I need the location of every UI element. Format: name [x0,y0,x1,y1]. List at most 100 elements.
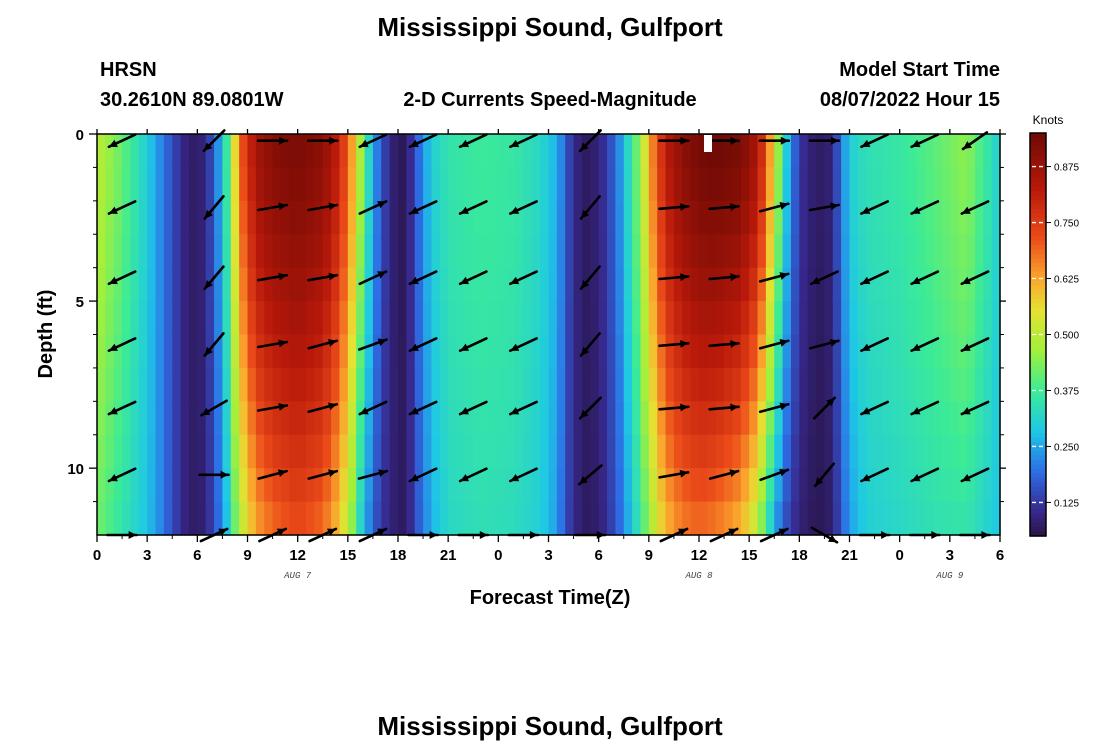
colorbar-cell [1030,164,1046,170]
current-arrow [408,400,438,416]
heatmap-cell [439,468,449,503]
heatmap-cell [924,401,934,436]
heatmap-cell [322,267,332,302]
current-arrow [708,340,740,348]
heatmap-cell [188,301,198,336]
heatmap-cell [699,167,708,202]
arrow-head [377,271,387,279]
heatmap-cell [372,301,382,336]
arrow-head [730,273,739,282]
arrow-head [460,407,469,415]
heatmap-cell [581,167,591,202]
heatmap-cell [306,167,315,202]
heatmap-cell [899,501,909,536]
heatmap-cell [506,167,516,202]
heatmap-cell [130,468,140,503]
heatmap-cell [155,401,165,436]
heatmap-cell [565,267,575,302]
heatmap-cell [205,367,215,402]
current-arrow [458,467,488,483]
heatmap-cell [540,167,550,202]
heatmap-cell [431,167,441,202]
arrow-head [581,209,590,219]
heatmap-cell [548,167,558,202]
heatmap-cell [506,134,516,169]
heatmap-cell [364,267,374,302]
heatmap-cell [648,501,658,536]
heatmap-cell [941,200,951,235]
heatmap-cell [406,367,416,402]
heatmap-cell [598,434,608,469]
heatmap-cell [782,267,792,302]
heatmap-cell [556,167,566,202]
heatmap-cell [774,401,784,436]
heatmap-cell [933,501,943,536]
heatmap-cell [598,167,608,202]
heatmap-cell [740,334,750,369]
heatmap-cell [790,200,800,235]
heatmap-cell [974,334,984,369]
colorbar-cell [1030,168,1046,174]
heatmap-cell [673,434,683,469]
heatmap-cell [188,334,198,369]
heatmap-cell [623,134,633,169]
heatmap-cell [724,367,734,402]
heatmap-cell [983,334,993,369]
heatmap-cell [239,200,249,235]
heatmap-cell [824,267,834,302]
heatmap-cell [924,501,934,536]
heatmap-cell [464,301,474,336]
heatmap-cell [423,200,433,235]
current-arrow [307,339,339,350]
heatmap-cell [448,200,458,235]
heatmap-cell [214,468,224,503]
heatmap-cell [122,234,132,269]
heatmap-cell [991,501,1001,536]
heatmap-cell [331,434,341,469]
current-arrow [508,337,538,353]
heatmap-cell [239,234,249,269]
heatmap-cell [615,367,625,402]
heatmap-cell [214,501,224,536]
arrow-head [680,403,689,412]
heatmap-cell [958,167,968,202]
heatmap-cell [949,134,959,169]
current-arrow [458,270,488,286]
colorbar-cell [1030,137,1046,143]
heatmap-cell [113,234,123,269]
heatmap-cell [899,134,909,169]
heatmap-cell [456,501,466,536]
heatmap-cell [882,267,892,302]
heatmap-cell [113,468,123,503]
heatmap-cell [623,301,633,336]
heatmap-cell [933,200,943,235]
heatmap-cell [665,234,675,269]
heatmap-cell [908,234,917,269]
current-arrow [658,136,690,145]
heatmap-cell [966,234,976,269]
heatmap-cell [598,401,608,436]
heatmap-cell [523,501,533,536]
heatmap-cell [138,134,148,169]
date-label: AUG 8 [684,571,713,581]
heatmap-cell [97,200,106,235]
current-arrow [256,402,289,412]
heatmap-cell [765,200,775,235]
heatmap-cell [180,167,190,202]
heatmap-cell [423,468,433,503]
x-tick-label: 18 [390,547,407,564]
current-arrow [860,467,890,483]
heatmap-cell [790,434,800,469]
arrow-head [580,409,589,419]
heatmap-cell [807,334,817,369]
heatmap-cell [180,200,190,235]
heatmap-cell [414,167,424,202]
heatmap-cell [180,501,190,536]
heatmap-cell [949,334,959,369]
heatmap-cell [280,167,290,202]
heatmap-cell [607,134,616,169]
heatmap-cell [439,234,449,269]
current-arrow [408,200,438,215]
heatmap-cell [331,334,341,369]
heatmap-cell [515,200,525,235]
